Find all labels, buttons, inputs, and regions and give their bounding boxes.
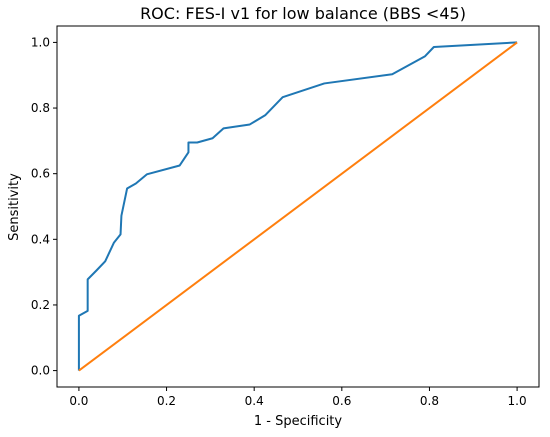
x-axis-label: 1 - Specificity <box>254 414 343 429</box>
y-axis: 0.0 0.2 0.4 0.6 0.8 1.0 <box>31 35 57 378</box>
series-layer <box>77 41 518 372</box>
y-tick-label: 0.2 <box>31 298 50 312</box>
y-tick-label: 1.0 <box>31 35 50 49</box>
y-tick-label: 0.8 <box>31 101 50 115</box>
x-axis: 0.0 0.2 0.4 0.6 0.8 1.0 <box>69 387 527 408</box>
y-axis-label: Sensitivity <box>7 173 22 241</box>
roc-series-line-0 <box>77 41 518 371</box>
chart-title: ROC: FES-I v1 for low balance (BBS <45) <box>140 4 466 23</box>
plot-frame <box>56 25 540 388</box>
x-tick-label: 0.0 <box>69 394 88 408</box>
x-tick-label: 0.4 <box>245 394 264 408</box>
x-tick-label: 1.0 <box>508 394 527 408</box>
roc-series-line-1 <box>78 41 518 372</box>
y-tick-label: 0.6 <box>31 167 50 181</box>
x-tick-label: 0.8 <box>420 394 439 408</box>
y-tick-label: 0.4 <box>31 232 50 246</box>
x-tick-label: 0.6 <box>332 394 351 408</box>
x-tick-label: 0.2 <box>157 394 176 408</box>
y-tick-label: 0.0 <box>31 364 50 378</box>
